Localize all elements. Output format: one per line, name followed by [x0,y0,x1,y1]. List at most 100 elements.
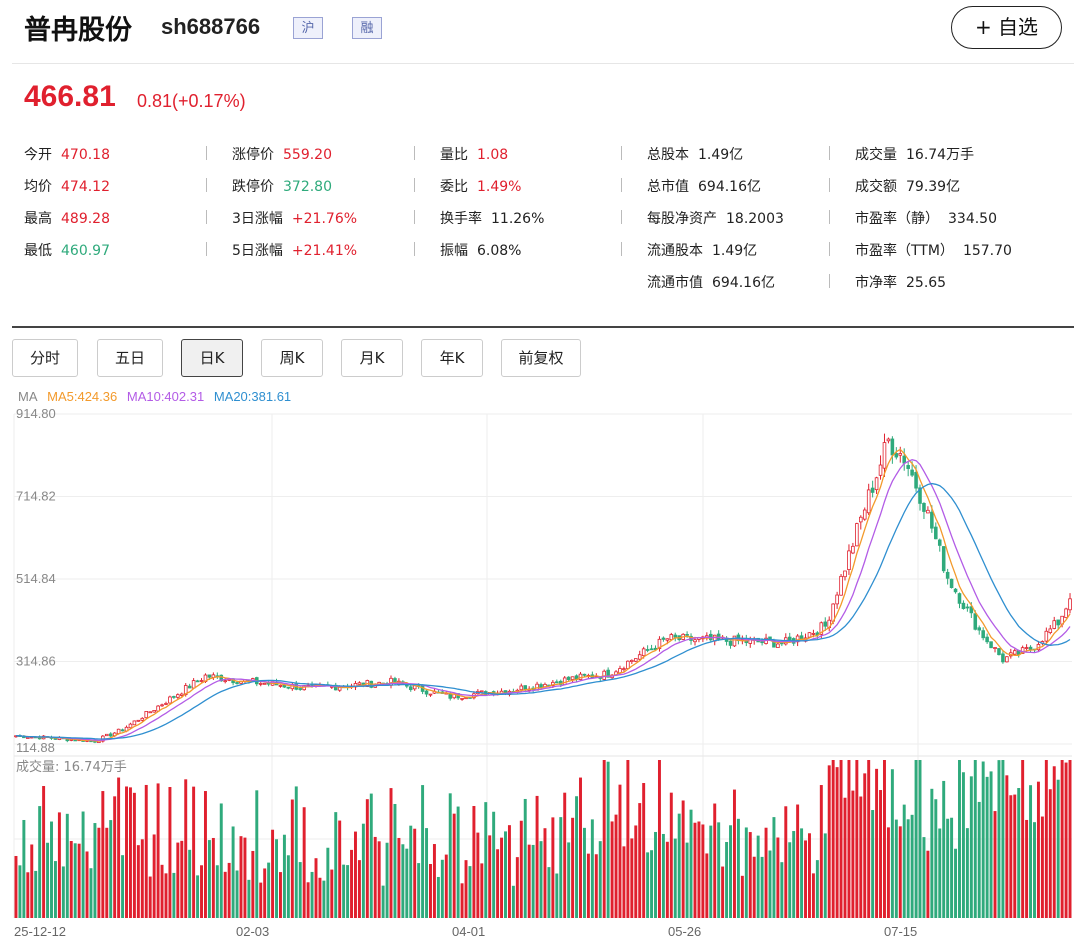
stat-item: 委比 1.49% [440,176,521,196]
candle-body [136,719,141,722]
candle-body [949,578,954,589]
volume-bar [515,857,519,918]
volume-bar [626,760,630,918]
candle-body [661,637,666,640]
candle-body [1056,619,1060,626]
stat-item: 流通股本 1.49亿 [647,240,757,260]
stat-item: 总市值 694.16亿 [647,176,761,196]
candle-body [223,680,227,683]
stat-separator [206,242,207,256]
volume-bar [298,862,302,918]
stat-item: 每股净资产 18.2003 [647,208,784,228]
stat-label: 量比 [440,147,468,163]
candle-body [183,685,188,695]
stat-separator [414,242,415,256]
volume-bar [322,880,326,918]
volume-bar [440,859,444,918]
volume-bar [77,843,81,918]
add-watchlist-button[interactable]: + 自选 [951,6,1062,49]
volume-bar [507,825,511,918]
volume-bar [65,813,69,918]
stat-value: 489.28 [61,211,110,227]
volume-bar [504,831,507,918]
volume-bar [969,776,973,918]
stat-item: 均价 474.12 [24,176,110,196]
stat-label: 最高 [24,211,52,227]
volume-bar [239,836,243,918]
volume-bar [693,822,697,918]
candle-body [993,647,997,650]
volume-bar [894,819,898,918]
volume-bar [1048,789,1052,918]
volume-bar [314,858,318,918]
tab-5[interactable]: 年K [421,339,483,377]
volume-bar [752,856,756,918]
volume-bar [247,879,251,918]
tab-1[interactable]: 五日 [97,339,163,377]
volume-bar [661,833,665,918]
candle-body [835,594,839,605]
volume-bar [863,773,867,918]
candle-body [985,636,989,643]
volume-bar [914,760,918,918]
tab-3[interactable]: 周K [261,339,323,377]
stat-label: 市盈率（静） [855,211,939,227]
stat-label: 委比 [440,179,468,195]
y-tick-label: 714.82 [16,489,56,504]
candle-body [811,633,816,635]
candle-body [235,682,239,684]
volume-bar [879,790,883,918]
kline-chart[interactable]: 914.80 714.82 514.84 314.86 114.88 成交量: 16.74… [0,400,1080,945]
tab-6[interactable]: 前复权 [501,339,581,377]
tab-4[interactable]: 月K [341,339,403,377]
candle-body [843,570,847,578]
candle-body [665,638,670,641]
volume-bar [1064,762,1068,918]
volume-bar [973,760,977,918]
volume-bar [500,837,504,918]
candle-body [570,676,575,680]
volume-bar [1021,760,1025,918]
volume-bar [543,828,547,918]
candle-body [859,516,863,523]
volume-bar [689,809,693,918]
volume-bar [531,844,535,918]
exchange-tag: 沪 [293,17,323,39]
volume-bar [740,875,744,918]
stat-value: +21.76% [291,211,358,227]
candle-body [870,487,875,493]
volume-bar [642,783,646,918]
volume-bar [926,850,930,918]
volume-bar [638,803,642,918]
stat-value: 559.20 [283,147,332,163]
ma20-line [16,482,1071,740]
candle-body [894,453,899,458]
candle-body [693,639,697,643]
volume-bar [26,872,30,918]
volume-bar [898,826,902,918]
y-tick-label: 914.80 [16,406,56,421]
stat-label: 流通市值 [647,275,703,291]
volume-bar [302,807,306,918]
candle-body [176,694,180,698]
volume-bar [211,837,215,918]
candle-body [448,693,453,699]
volume-bar [125,786,128,918]
tab-0[interactable]: 分时 [12,339,78,377]
tab-2[interactable]: 日K [181,339,243,377]
volume-bar [235,870,239,918]
volume-bar [831,760,835,918]
volume-bar [14,855,18,918]
volume-bar [334,812,338,918]
volume-bar [354,831,357,918]
volume-bar [1005,775,1009,918]
candle-body [630,659,634,662]
volume-bar [207,840,211,918]
volume-bar [1017,788,1021,918]
volume-bar [815,860,819,918]
volume-bar [57,812,61,918]
volume-bar [867,760,871,918]
candle-body [914,472,918,489]
stat-value: 694.16亿 [712,275,775,291]
candle-body [152,710,156,713]
